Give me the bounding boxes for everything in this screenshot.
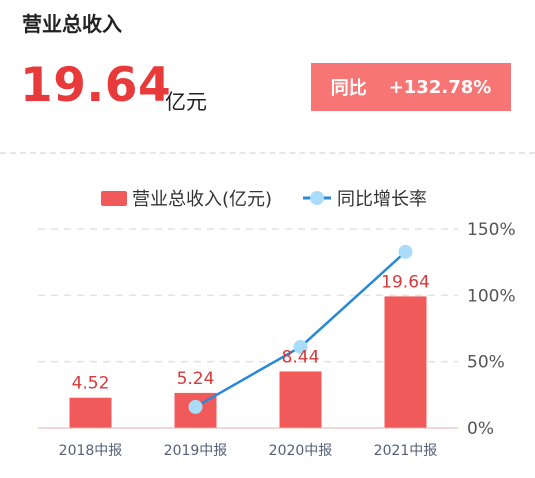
x-axis: 2018中报 2019中报 2020中报 2021中报 bbox=[59, 443, 438, 459]
x-tick-label: 2019中报 bbox=[164, 443, 228, 459]
bar bbox=[69, 397, 112, 428]
bar bbox=[279, 371, 322, 428]
yoy-value: +132.78% bbox=[388, 76, 492, 98]
x-tick-label: 2020中报 bbox=[269, 443, 333, 459]
x-tick-label: 2021中报 bbox=[374, 443, 438, 459]
x-tick-label: 2018中报 bbox=[59, 443, 123, 459]
bar-value-label: 19.64 bbox=[381, 272, 430, 292]
legend-line-label: 同比增长率 bbox=[337, 189, 427, 210]
bar-value-label: 5.24 bbox=[177, 369, 215, 389]
revenue-unit: 亿元 bbox=[165, 90, 207, 114]
growth-series bbox=[188, 244, 413, 414]
legend-bar-swatch bbox=[101, 191, 127, 206]
yoy-badge: 同比 +132.78% bbox=[311, 63, 511, 111]
bars bbox=[69, 296, 427, 428]
revenue-value: 19.64 bbox=[20, 58, 172, 113]
page-title: 营业总收入 bbox=[22, 12, 122, 36]
y-tick-label: 100% bbox=[467, 286, 516, 306]
growth-point bbox=[188, 399, 203, 414]
yoy-label: 同比 bbox=[330, 78, 367, 99]
legend: 营业总收入(亿元) 同比增长率 bbox=[101, 189, 427, 210]
bar bbox=[384, 296, 427, 428]
y-tick-label: 0% bbox=[467, 419, 494, 439]
divider bbox=[0, 152, 535, 154]
y-tick-label: 150% bbox=[467, 220, 516, 240]
growth-point bbox=[293, 339, 308, 354]
bar-value-label: 4.52 bbox=[72, 374, 110, 394]
legend-line-marker bbox=[310, 191, 324, 205]
grid bbox=[38, 228, 458, 363]
legend-bar-label: 营业总收入(亿元) bbox=[132, 189, 272, 210]
y-tick-label: 50% bbox=[467, 353, 505, 373]
y-axis-right: 0% 50% 100% 150% bbox=[467, 220, 516, 439]
bar-value-labels: 4.52 5.24 8.44 19.64 bbox=[72, 272, 430, 393]
growth-point bbox=[398, 244, 413, 259]
bar-value-label: 8.44 bbox=[282, 347, 320, 367]
